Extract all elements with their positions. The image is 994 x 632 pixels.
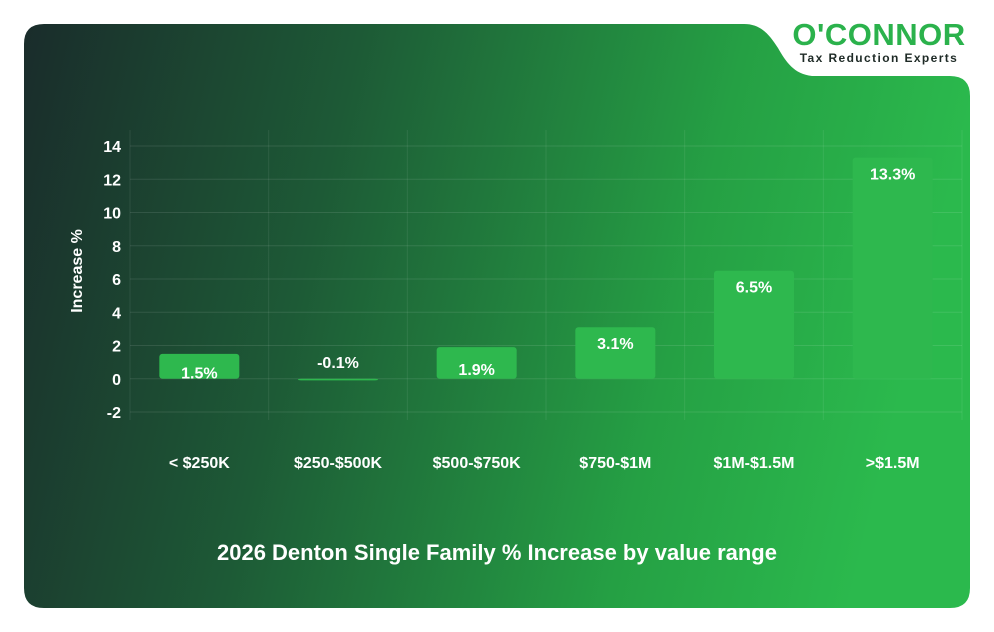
data-labels: 1.5% -0.1% 1.9% 3.1% 6.5% 13.3% — [181, 167, 915, 383]
bar-1 — [298, 378, 378, 381]
y-axis-ticks: -2 0 2 4 6 8 10 12 14 — [103, 139, 121, 422]
grid-lines — [129, 130, 963, 420]
data-label-0: 1.5% — [181, 365, 217, 382]
x-tick-label-2: $500-$750K — [433, 455, 522, 472]
y-tick-label: 6 — [112, 272, 121, 289]
y-tick-label: 2 — [112, 339, 121, 356]
brand-tagline: Tax Reduction Experts — [799, 51, 959, 65]
data-label-2: 1.9% — [458, 362, 494, 379]
y-tick-label: 0 — [112, 372, 121, 389]
x-tick-label-3: $750-$1M — [579, 455, 651, 472]
data-label-3: 3.1% — [597, 336, 633, 353]
bar-0 — [159, 353, 240, 379]
y-tick-label: 14 — [103, 139, 121, 156]
x-axis-ticks: < $250K $250-$500K $500-$750K $750-$1M $1M-$… — [169, 455, 920, 472]
x-tick-label-1: $250-$500K — [294, 455, 383, 472]
brand-logo: O'CONNOR — [792, 17, 966, 52]
data-label-4: 6.5% — [736, 280, 772, 297]
x-tick-label-0: < $250K — [169, 455, 230, 472]
chart-title: 2026 Denton Single Family % Increase by … — [216, 540, 777, 565]
y-tick-label: 10 — [103, 206, 121, 223]
y-tick-label: 12 — [103, 172, 121, 189]
data-label-1: -0.1% — [317, 355, 359, 372]
y-tick-label: -2 — [107, 405, 121, 422]
y-axis-label: Increase % — [69, 229, 86, 313]
bar-4 — [714, 270, 794, 379]
x-tick-label-5: >$1.5M — [866, 455, 920, 472]
bar-2 — [436, 347, 517, 379]
bar-5 — [852, 157, 933, 379]
panel-background — [24, 24, 970, 608]
bars — [159, 157, 933, 381]
y-tick-label: 8 — [112, 239, 121, 256]
data-label-5: 13.3% — [870, 167, 915, 184]
bar-3 — [575, 327, 656, 379]
x-tick-label-4: $1M-$1.5M — [714, 455, 795, 472]
y-tick-label: 4 — [112, 305, 121, 322]
